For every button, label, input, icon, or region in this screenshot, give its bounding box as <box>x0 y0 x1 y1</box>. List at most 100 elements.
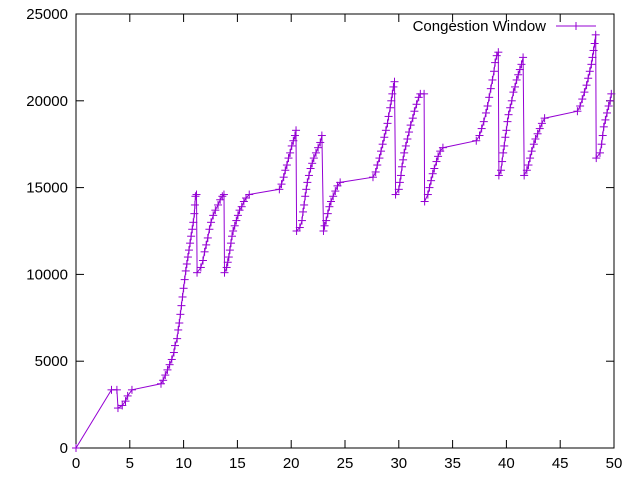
x-tick-label: 0 <box>72 455 80 472</box>
x-tick-label: 25 <box>337 455 354 472</box>
data-point <box>304 171 313 180</box>
data-point <box>187 232 196 241</box>
data-point <box>292 126 301 135</box>
data-point <box>289 136 298 145</box>
data-point <box>72 444 80 452</box>
data-point <box>284 154 293 163</box>
data-point <box>603 108 612 117</box>
data-point <box>189 218 198 227</box>
data-point <box>297 216 306 225</box>
data-point <box>585 67 594 76</box>
data-point <box>573 107 582 116</box>
data-point <box>220 268 229 277</box>
data-point <box>588 53 597 62</box>
y-tick-label: 15000 <box>26 180 68 197</box>
x-tick-label: 15 <box>229 455 246 472</box>
data-point <box>597 140 606 149</box>
data-point <box>198 256 207 265</box>
data-point <box>488 75 497 84</box>
data-point <box>596 148 605 157</box>
data-point <box>492 51 501 60</box>
data-point <box>165 360 174 369</box>
data-point <box>406 121 415 130</box>
data-point <box>607 89 616 98</box>
data-point <box>159 376 168 385</box>
data-point <box>589 46 598 55</box>
data-point <box>239 197 248 206</box>
data-point <box>401 141 410 150</box>
data-point <box>173 334 182 343</box>
data-point <box>211 206 220 215</box>
legend: Congestion Window <box>413 18 596 35</box>
data-point <box>500 141 509 150</box>
data-point <box>303 178 312 187</box>
data-point <box>375 154 384 163</box>
data-point <box>503 117 512 126</box>
data-point <box>207 218 216 227</box>
data-point <box>533 129 542 138</box>
data-point <box>391 190 400 199</box>
x-axis: 0 5 10 15 20 25 30 35 40 45 50 <box>72 14 622 472</box>
data-point <box>383 119 392 128</box>
data-point <box>242 194 251 203</box>
data-point <box>394 185 403 194</box>
data-point <box>485 93 494 102</box>
data-point <box>601 115 610 124</box>
data-point <box>287 141 296 150</box>
data-point <box>592 154 601 163</box>
data-point <box>282 161 291 170</box>
data-point <box>400 148 409 157</box>
data-point <box>193 268 202 277</box>
data-point <box>300 200 309 209</box>
data-point <box>167 355 176 364</box>
data-point <box>481 108 490 117</box>
data-point <box>606 96 615 105</box>
data-point <box>182 259 191 268</box>
data-point <box>507 96 516 105</box>
data-point <box>531 134 540 143</box>
data-point <box>371 167 380 176</box>
data-point <box>438 143 447 152</box>
y-axis: 0 5000 10000 15000 20000 25000 <box>26 6 614 457</box>
data-point <box>311 148 320 157</box>
x-tick-label: 5 <box>126 455 134 472</box>
data-point <box>179 284 188 293</box>
data-point <box>486 84 495 93</box>
data-point <box>483 102 492 111</box>
data-point <box>190 200 199 209</box>
data-point <box>515 65 524 74</box>
data-point <box>604 102 613 111</box>
y-tick-label: 5000 <box>35 353 68 370</box>
data-point <box>281 166 290 175</box>
data-point <box>225 246 234 255</box>
data-point <box>205 225 214 234</box>
data-point <box>286 148 295 157</box>
data-point <box>186 239 195 248</box>
data-point <box>226 239 235 248</box>
data-point <box>192 190 201 199</box>
data-point <box>317 131 326 140</box>
data-point <box>224 253 233 262</box>
data-point <box>229 227 238 235</box>
data-point <box>202 240 211 249</box>
data-point <box>188 225 197 234</box>
data-point <box>403 134 412 143</box>
data-point <box>494 48 503 57</box>
y-tick-label: 20000 <box>26 93 68 110</box>
data-point <box>219 190 228 199</box>
data-point <box>245 190 254 199</box>
data-point <box>506 103 515 112</box>
data-point <box>599 122 608 131</box>
data-point <box>112 385 121 394</box>
data-point <box>578 95 587 104</box>
data-point <box>118 401 127 410</box>
data-point <box>373 161 382 170</box>
data-point <box>504 110 513 119</box>
data-point <box>127 385 136 394</box>
data-point <box>477 124 486 133</box>
plot-area <box>75 13 615 449</box>
data-point <box>576 102 585 111</box>
data-point <box>582 81 591 90</box>
data-point <box>191 192 200 201</box>
